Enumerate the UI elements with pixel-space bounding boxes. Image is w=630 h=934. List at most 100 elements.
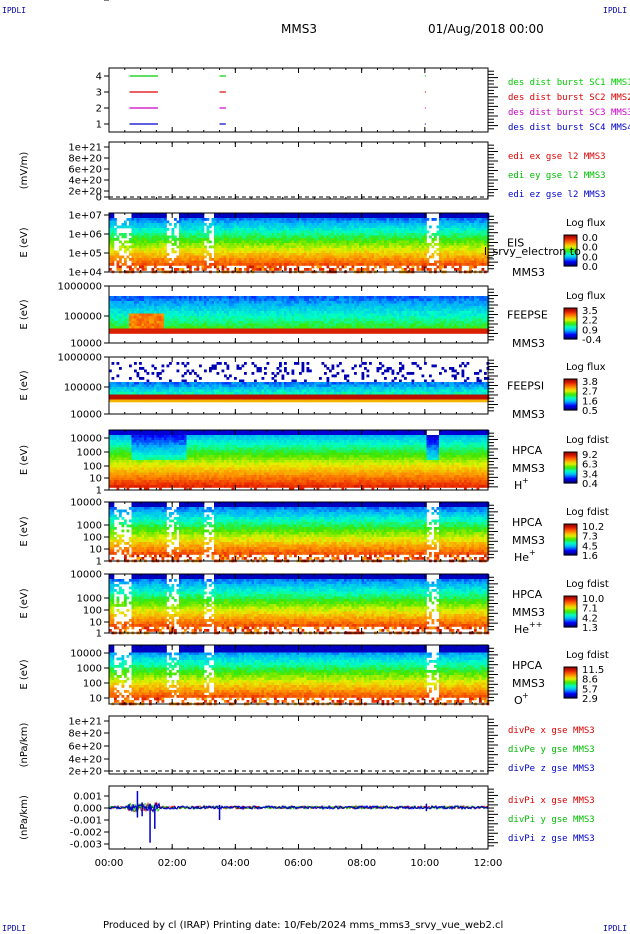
panel-feepse-cell xyxy=(124,323,127,327)
panel-eis-cell xyxy=(269,228,272,231)
panel-eis-cell xyxy=(134,233,137,236)
panel-feepse-cell xyxy=(261,301,265,304)
panel-eis-cell xyxy=(276,228,280,231)
panel-eis-cells xyxy=(109,213,490,274)
panel-eis-cell xyxy=(269,238,272,241)
panel-eis-cell xyxy=(414,258,417,261)
panel-eis-cell xyxy=(406,263,410,266)
panel-feepse-cell xyxy=(301,323,305,327)
panel-eis-cell xyxy=(286,243,290,246)
panel-eis-cell xyxy=(334,243,337,246)
panel-eis-cell xyxy=(219,225,222,229)
panel-eis-cell xyxy=(271,213,275,216)
panel-eis-cell xyxy=(189,220,192,224)
panel-eis-cell xyxy=(196,258,200,261)
panel-feepse-cell xyxy=(326,308,330,312)
panel-feepse-cell xyxy=(341,308,345,312)
panel-eis-cell xyxy=(479,215,482,219)
panel-eis-cell xyxy=(359,223,362,226)
panel-feepse-cell xyxy=(289,303,292,307)
panel-feepse-cell xyxy=(186,331,190,334)
panel-eis-cell xyxy=(301,260,305,264)
panel-eis-cell xyxy=(274,243,277,246)
panel-eis-cell xyxy=(134,230,137,234)
panel-eis-cell xyxy=(221,240,225,244)
panel-feepse-cell xyxy=(319,308,322,312)
panel-feepse-cell xyxy=(139,301,142,304)
panel-feepse-cell xyxy=(119,303,122,307)
panel-eis-cell xyxy=(471,243,475,246)
panel-feepse-cell xyxy=(249,331,252,334)
panel-feepse-cell xyxy=(124,313,127,317)
panel-eis-cell xyxy=(371,263,375,266)
panel-eis-cell xyxy=(476,238,480,241)
panel-eis-cell xyxy=(174,268,177,271)
panel-feepse-cell xyxy=(249,298,252,302)
panel-eis-cell xyxy=(444,235,447,239)
panel-eis-cell xyxy=(424,235,427,239)
panel-feepse-cell xyxy=(294,298,297,302)
panel-eis-cell xyxy=(154,225,157,229)
panel-eis-cell xyxy=(464,228,467,231)
panel-eis-cell xyxy=(266,223,270,226)
panel-eis-cell xyxy=(381,228,385,231)
panel-feepse-cell xyxy=(166,316,170,319)
panel-eis-cell xyxy=(216,213,220,216)
panel-eis-cell xyxy=(266,253,270,256)
panel-eis-cell xyxy=(391,243,395,246)
panel-eis-cell xyxy=(481,240,485,244)
panel-eis-colorbar-cell xyxy=(564,236,577,239)
panel-eis-cell xyxy=(346,250,350,254)
panel-feepse-cell xyxy=(311,331,315,334)
panel-feepse-cell xyxy=(191,303,195,307)
panel-feepse-cell xyxy=(214,308,217,312)
panel-eis-cell xyxy=(296,258,300,261)
panel-eis-cell xyxy=(216,250,220,254)
panel-edi-e-legend-entry: edi ez gse l2 MMS3 xyxy=(508,190,606,200)
panel-eis-cell xyxy=(194,250,197,254)
panel-eis-cell xyxy=(451,220,455,224)
panel-eis-cell xyxy=(401,255,405,259)
panel-eis-cell xyxy=(471,233,475,236)
panel-eis-cell xyxy=(414,245,417,249)
panel-feepse-cell xyxy=(269,323,272,327)
panel-eis-cell xyxy=(256,253,260,256)
panel-feepse-cell xyxy=(271,311,275,314)
panel-eis-cell xyxy=(389,235,392,239)
panel-eis-cell xyxy=(306,225,310,229)
panel-feepse-cell xyxy=(224,311,227,314)
panel-eis-cell xyxy=(241,235,245,239)
panel-feepse-cell xyxy=(224,303,227,307)
panel-feepse-cell xyxy=(141,326,145,329)
panel-eis-cell xyxy=(409,243,412,246)
panel-eis-cell xyxy=(134,235,137,239)
panel-eis-cell xyxy=(134,255,137,259)
panel-eis-cell xyxy=(211,218,215,221)
panel-eis-cell xyxy=(241,220,245,224)
panel-eis-cell xyxy=(181,238,185,241)
panel-feepse-cell xyxy=(299,298,302,302)
panel-eis-cell xyxy=(156,243,160,246)
panel-eis-cell xyxy=(314,233,317,236)
panel-eis-cell xyxy=(324,223,327,226)
panel-eis-cell xyxy=(291,235,295,239)
panel-eis-cell xyxy=(326,215,330,219)
panel-feepse-cell xyxy=(214,298,217,302)
panel-eis-cell xyxy=(356,233,360,236)
panel-eis-cell xyxy=(191,245,195,249)
panel-eis-cell xyxy=(134,215,137,219)
panel-eis-cell xyxy=(276,223,280,226)
panel-feepse-cell xyxy=(289,313,292,317)
panel-eis-cell xyxy=(484,260,487,264)
panel-feepse-cell xyxy=(174,308,177,312)
panel-feepse-cell xyxy=(349,321,352,324)
panel-eis-cell xyxy=(271,260,275,264)
panel-eis-cell xyxy=(114,253,117,256)
panel-eis-cell xyxy=(204,250,207,254)
panel-eis-cell xyxy=(464,233,467,236)
panel-feepse-cell xyxy=(191,306,195,309)
panel-eis-cell xyxy=(256,250,260,254)
panel-feepse-cell xyxy=(126,328,130,332)
panel-eis-cell xyxy=(421,248,425,251)
panel-eis-cell xyxy=(399,253,402,256)
